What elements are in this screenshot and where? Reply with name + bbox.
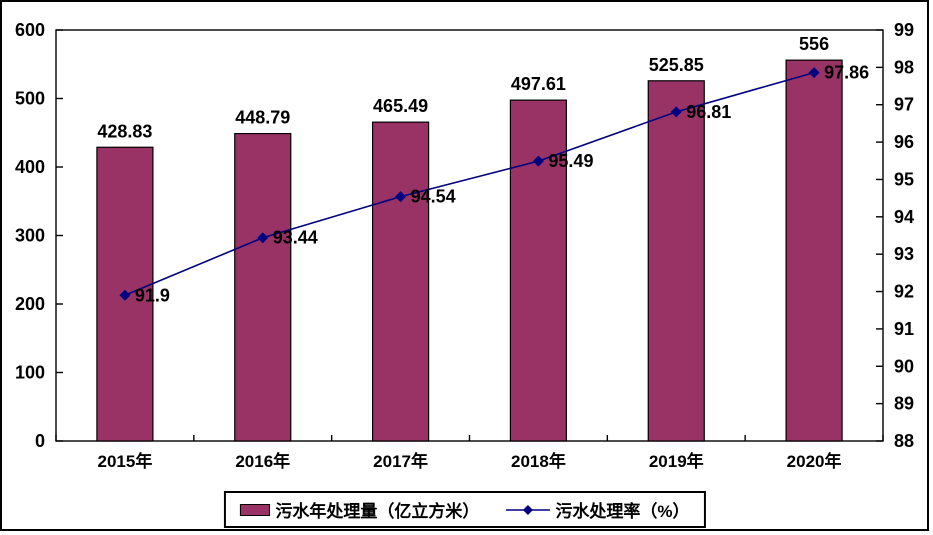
bar-value-label: 428.83: [97, 121, 152, 141]
right-axis-label: 98: [894, 57, 914, 77]
legend: 污水年处理量（亿立方米） 污水处理率（%）: [223, 491, 706, 528]
line-value-label: 97.86: [824, 63, 869, 83]
x-axis-label: 2020年: [787, 451, 842, 471]
right-axis-label: 94: [894, 207, 914, 227]
line-marker-diamond-icon: [257, 232, 269, 244]
x-axis-label: 2016年: [235, 451, 290, 471]
line-marker-diamond-icon: [395, 191, 407, 203]
plot-area: [55, 29, 884, 442]
x-axis-label: 2017年: [373, 451, 428, 471]
bar-2019年: [647, 80, 705, 442]
line-value-label: 95.49: [548, 151, 593, 171]
bar-2020年: [785, 59, 843, 442]
line-value-label: 93.44: [273, 228, 318, 248]
left-axis-label: 300: [15, 226, 45, 246]
bar-2016年: [234, 132, 292, 442]
line-value-label: 94.54: [411, 187, 456, 207]
line-series-swatch: [505, 504, 550, 515]
left-axis-label: 100: [15, 363, 45, 383]
bar-value-label: 497.61: [511, 74, 566, 94]
right-axis-label: 90: [894, 356, 914, 376]
left-axis-label: 0: [35, 431, 45, 451]
line-marker-diamond-icon: [808, 67, 820, 79]
x-axis-label: 2018年: [511, 451, 566, 471]
left-axis-label: 500: [15, 89, 45, 109]
legend-item-bar-series: 污水年处理量（亿立方米）: [239, 497, 479, 522]
legend-label-line-series: 污水处理率（%）: [555, 502, 690, 521]
line-marker-diamond-icon: [670, 106, 682, 118]
rate-line: [124, 71, 815, 297]
x-axis-label: 2019年: [649, 451, 704, 471]
right-axis-label: 96: [894, 132, 914, 152]
left-axis-label: 600: [15, 20, 45, 40]
legend-item-line-series: 污水处理率（%）: [505, 497, 690, 522]
bar-2017年: [371, 121, 430, 442]
right-axis-label: 99: [894, 20, 914, 40]
bar-value-label: 465.49: [373, 96, 428, 116]
chart-canvas: 0 100 200 300 400 500 600 88 89 90 91 92 93 94 95 96 97 9…: [15, 20, 914, 471]
bar-value-label: 556: [799, 34, 829, 54]
bar-series-swatch: [239, 503, 270, 516]
bar-value-label: 525.85: [649, 55, 704, 75]
line-value-label: 91.9: [135, 285, 170, 305]
left-axis-label: 400: [15, 157, 45, 177]
line-value-label: 96.81: [686, 102, 731, 122]
bar-value-label: 448.79: [235, 108, 290, 128]
right-axis-label: 95: [894, 169, 914, 189]
right-axis-label: 97: [894, 95, 914, 115]
right-axis-label: 91: [894, 319, 914, 339]
right-axis-label: 93: [894, 244, 914, 264]
x-axis-label: 2015年: [98, 451, 153, 471]
right-axis-label: 89: [894, 394, 914, 414]
line-marker-diamond-icon: [119, 289, 131, 301]
left-axis-label: 200: [15, 294, 45, 314]
legend-label-bar-series: 污水年处理量（亿立方米）: [275, 502, 480, 521]
legend-diamond-icon: [522, 504, 533, 515]
right-axis-label: 92: [894, 282, 914, 302]
right-axis-label: 88: [894, 431, 914, 451]
line-marker-diamond-icon: [532, 155, 544, 167]
